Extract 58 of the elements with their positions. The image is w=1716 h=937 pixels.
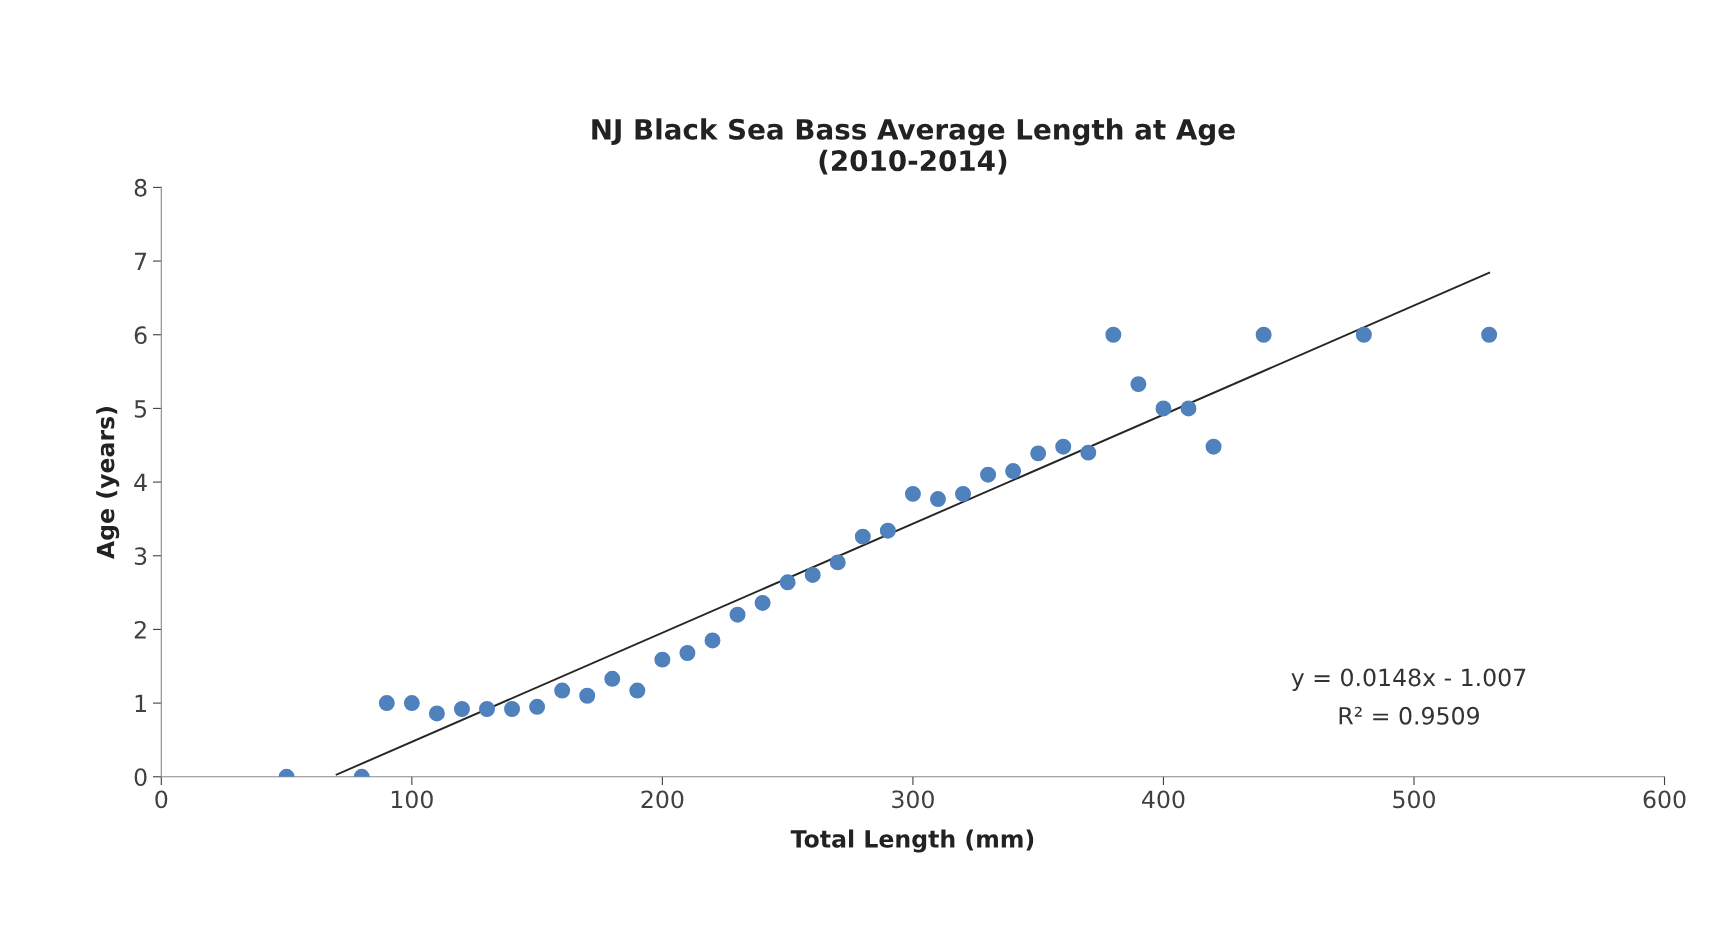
- y-tick-label: 2: [134, 620, 146, 639]
- point: [403, 695, 420, 712]
- point: [1005, 463, 1022, 480]
- x-tick-label: 600: [1643, 790, 1686, 809]
- point: [654, 651, 671, 668]
- point: [504, 701, 521, 717]
- point: [1030, 445, 1047, 462]
- x-tick-label: 100: [391, 790, 433, 809]
- point: [1205, 438, 1222, 455]
- annotation: y = 0.0148x - 1.007: [1291, 668, 1526, 691]
- point: [1481, 326, 1498, 343]
- y-tick-label: 3: [134, 547, 147, 566]
- point: [529, 698, 546, 715]
- point: [428, 705, 445, 722]
- point: [804, 566, 821, 583]
- point: [679, 645, 696, 661]
- annotation: R² = 0.9509: [1339, 706, 1479, 725]
- y-tick-label: 4: [134, 473, 147, 492]
- x-tick-label: 400: [1142, 790, 1185, 809]
- point: [1155, 400, 1172, 417]
- point: [729, 606, 746, 623]
- point: [1105, 326, 1122, 343]
- point: [579, 687, 596, 704]
- point: [1355, 326, 1372, 343]
- point: [704, 632, 721, 649]
- x-tick-label: 500: [1393, 790, 1435, 809]
- y-tick-label: 0: [134, 768, 147, 787]
- point: [854, 528, 871, 545]
- point: [754, 594, 771, 611]
- chart-title: NJ Black Sea Bass Average Length at Age (2010-2014): [592, 118, 1235, 175]
- y-tick-label: 7: [135, 252, 147, 271]
- y-axis-title: Age (years): [96, 407, 120, 559]
- point: [604, 670, 621, 687]
- point: [453, 701, 470, 717]
- point: [554, 682, 571, 699]
- point: [1130, 376, 1147, 393]
- x-tick-label: 300: [892, 790, 934, 809]
- point: [980, 466, 997, 483]
- y-tick-label: 5: [134, 400, 147, 418]
- y-tick-label: 6: [134, 326, 147, 345]
- point: [629, 682, 646, 699]
- point: [955, 485, 971, 502]
- x-axis-title: Total Length (mm): [790, 829, 1034, 853]
- point: [1080, 444, 1097, 461]
- point: [378, 695, 395, 712]
- point: [1055, 438, 1072, 455]
- point: [779, 574, 796, 591]
- point: [1180, 400, 1197, 417]
- point: [904, 485, 921, 502]
- point: [1255, 326, 1272, 343]
- x-tick-label: 0: [155, 790, 168, 809]
- point: [829, 554, 846, 571]
- point: [479, 701, 495, 717]
- point: [929, 491, 946, 508]
- y-tick-label: 1: [135, 694, 146, 713]
- y-tick-label: 8: [134, 178, 147, 197]
- point: [879, 522, 896, 539]
- x-tick-label: 200: [641, 790, 684, 809]
